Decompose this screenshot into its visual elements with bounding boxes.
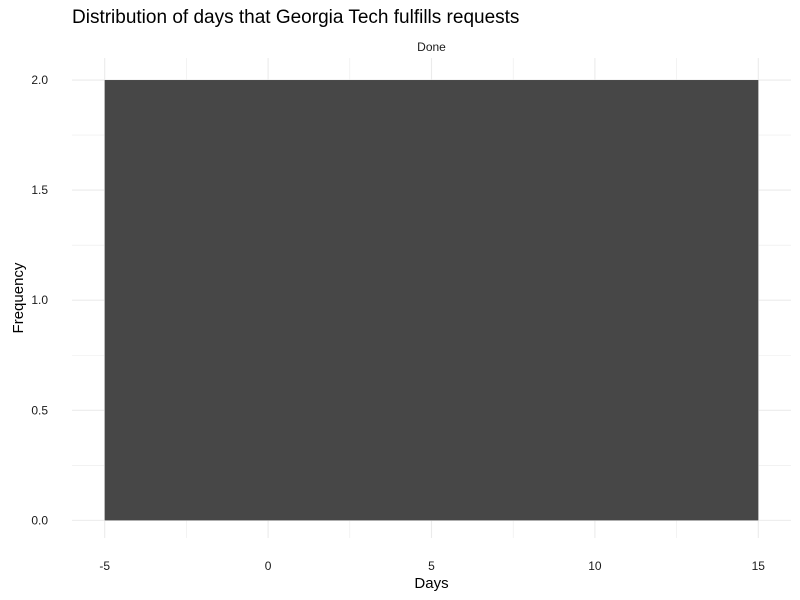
y-axis-ticks: 0.0 0.5 1.0 1.5 2.0: [31, 73, 48, 527]
x-axis-ticks: -5 0 5 10 15: [99, 559, 765, 573]
x-axis-title: Days: [414, 575, 448, 592]
chart-title: Distribution of days that Georgia Tech f…: [72, 7, 519, 28]
y-tick-label: 0.0: [31, 513, 48, 527]
x-tick-label: -5: [99, 559, 110, 573]
histogram-bars: [104, 80, 759, 521]
x-tick-label: 5: [428, 559, 435, 573]
facet-strip-label: Done: [417, 40, 446, 54]
y-tick-label: 2.0: [31, 73, 48, 87]
x-tick-label: 15: [752, 559, 766, 573]
x-tick-label: 10: [588, 559, 602, 573]
y-tick-label: 0.5: [31, 403, 48, 417]
y-axis-title: Frequency: [10, 262, 27, 333]
y-tick-label: 1.5: [31, 183, 48, 197]
y-tick-label: 1.0: [31, 293, 48, 307]
histogram-bar: [104, 80, 759, 521]
x-tick-label: 0: [265, 559, 272, 573]
